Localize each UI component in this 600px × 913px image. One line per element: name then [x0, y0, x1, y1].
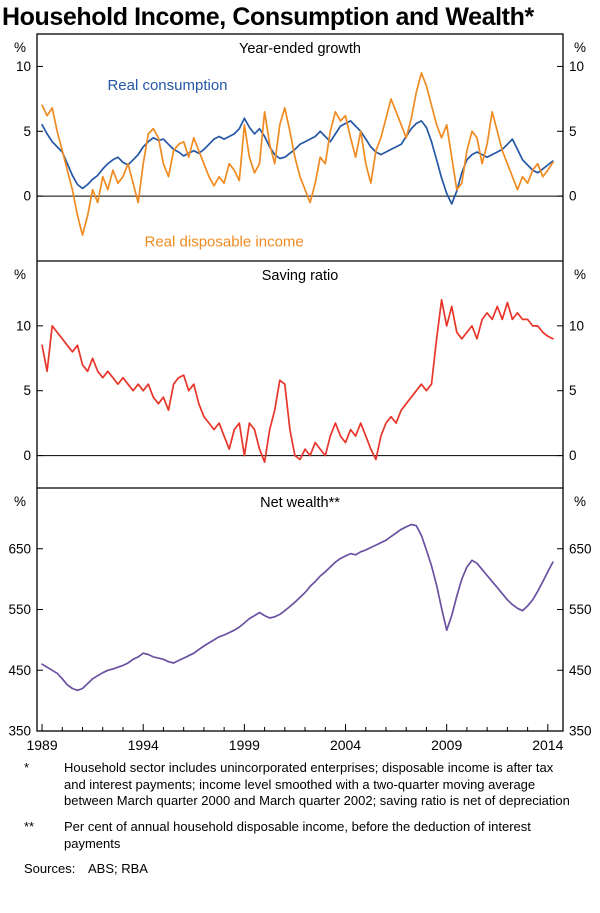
y-axis-unit-left: %: [14, 494, 26, 509]
y-tick-label-left: 650: [8, 541, 31, 556]
y-tick-label-right: 10: [569, 318, 584, 333]
y-tick-label-right: 0: [569, 448, 577, 463]
y-axis-unit-left: %: [14, 40, 26, 55]
series-line: [41, 117, 554, 205]
chart-frame: [36, 33, 564, 732]
sources-label: Sources:: [24, 861, 76, 877]
x-tick-label: 1994: [128, 737, 159, 753]
y-tick-label-right: 450: [569, 663, 592, 678]
chart-title: Household Income, Consumption and Wealth…: [2, 3, 534, 31]
panel-title: Saving ratio: [262, 268, 339, 284]
y-axis-unit-left: %: [14, 267, 26, 282]
x-tick-label: 2004: [330, 737, 361, 753]
series-line: [41, 299, 554, 463]
y-tick-label-left: 10: [16, 318, 31, 333]
y-tick-label-left: 0: [23, 448, 31, 463]
footnote-2: ** Per cent of annual household disposab…: [24, 819, 574, 852]
footnote-text: Household sector includes unincorporated…: [64, 760, 570, 809]
y-tick-label-right: 650: [569, 541, 592, 556]
chart-figure: 0 0 5 5 10 10% % Year-ended growth Real consumpt…: [8, 33, 592, 753]
y-tick-label-left: 5: [23, 383, 31, 398]
y-axis-unit-right: %: [574, 267, 586, 282]
x-tick-label: 2009: [431, 737, 462, 753]
y-tick-label-right: 550: [569, 602, 592, 617]
y-tick-label-left: 550: [8, 602, 31, 617]
footnote-marker: **: [24, 818, 35, 834]
series-line: [41, 523, 554, 692]
footnote-marker: *: [24, 760, 30, 775]
series-label: Real disposable income: [145, 234, 304, 251]
y-tick-label-left: 450: [8, 663, 31, 678]
sources-line: Sources: ABS; RBA: [24, 861, 574, 878]
series-label: Real consumption: [107, 77, 227, 94]
series-line: [41, 72, 554, 236]
panel-title: Net wealth**: [260, 495, 340, 511]
y-tick-label-left: 10: [16, 59, 31, 74]
footnotes: * Household sector includes unincorporat…: [0, 758, 600, 878]
footnote-text: Per cent of annual household disposable …: [64, 818, 531, 851]
y-tick-label-right: 5: [569, 124, 577, 139]
chart-page: Household Income, Consumption and Wealth…: [0, 3, 600, 878]
x-tick-label: 1999: [229, 737, 260, 753]
y-tick-label-right: 0: [569, 189, 577, 204]
sources-text: ABS; RBA: [88, 861, 148, 877]
panel-title: Year-ended growth: [239, 41, 361, 57]
y-tick-label-right: 5: [569, 383, 577, 398]
y-tick-label-left: 0: [23, 189, 31, 204]
y-tick-label-right: 350: [569, 724, 592, 739]
x-tick-label: 1989: [26, 737, 57, 753]
y-tick-label-right: 10: [569, 59, 584, 74]
x-tick-label: 2014: [532, 737, 563, 753]
y-axis-unit-right: %: [574, 494, 586, 509]
y-tick-label-left: 5: [23, 124, 31, 139]
footnote-1: * Household sector includes unincorporat…: [24, 760, 574, 810]
y-tick-label-left: 350: [8, 724, 31, 739]
y-axis-unit-right: %: [574, 40, 586, 55]
